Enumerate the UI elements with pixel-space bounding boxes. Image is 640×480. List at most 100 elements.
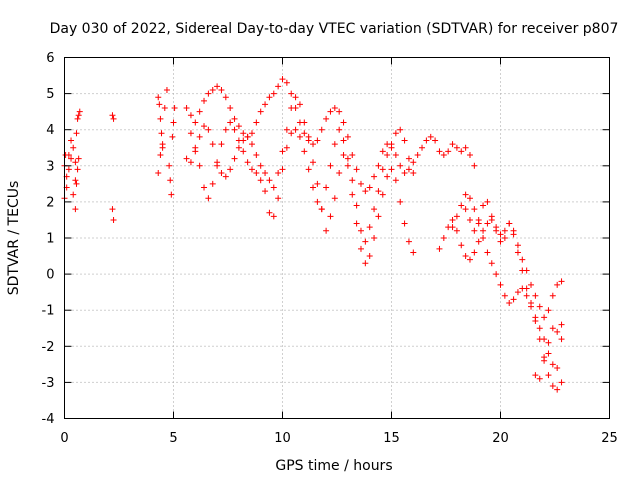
series-s10	[187, 119, 417, 267]
data-point	[401, 137, 408, 144]
x-tick-label: 5	[169, 431, 177, 446]
data-point	[484, 220, 491, 227]
data-point	[388, 166, 395, 173]
data-point	[262, 170, 269, 177]
data-point	[201, 184, 208, 191]
data-point	[493, 271, 500, 278]
data-point	[231, 126, 238, 133]
data-point	[458, 242, 465, 249]
data-point	[436, 148, 443, 155]
data-point	[558, 336, 565, 343]
series-s3	[72, 155, 82, 213]
data-point	[288, 90, 295, 97]
data-point	[187, 112, 194, 119]
data-point	[488, 213, 495, 220]
data-point	[76, 108, 83, 115]
data-point	[506, 299, 513, 306]
data-point	[466, 195, 473, 202]
data-point	[480, 227, 487, 234]
data-point	[327, 108, 334, 115]
data-point	[244, 133, 251, 140]
data-point	[301, 148, 308, 155]
data-point	[436, 245, 443, 252]
data-point	[244, 159, 251, 166]
data-point	[462, 253, 469, 260]
data-point	[554, 281, 561, 288]
axis-ticks	[64, 57, 610, 419]
data-point	[73, 180, 80, 187]
data-point	[167, 177, 174, 184]
data-point	[270, 184, 277, 191]
data-point	[336, 126, 343, 133]
data-point	[336, 108, 343, 115]
data-point	[366, 253, 373, 260]
data-point	[283, 126, 290, 133]
series-s4	[109, 112, 117, 223]
data-point	[283, 144, 290, 151]
data-point	[218, 170, 225, 177]
data-point	[73, 130, 80, 137]
series-s14	[532, 321, 565, 382]
data-point	[366, 184, 373, 191]
data-point	[257, 162, 264, 169]
data-point	[155, 94, 162, 101]
y-tick-label: -1	[42, 304, 55, 319]
data-point	[344, 162, 351, 169]
data-point	[349, 191, 356, 198]
data-point	[558, 321, 565, 328]
y-tick-labels: -4 -3 -2 -1 0 1 2 3 4 5 6	[42, 51, 55, 427]
data-point	[192, 119, 199, 126]
data-point	[357, 245, 364, 252]
data-point	[187, 159, 194, 166]
data-point	[432, 137, 439, 144]
data-point	[240, 148, 247, 155]
data-point	[257, 108, 264, 115]
data-point	[532, 372, 539, 379]
data-point	[510, 227, 517, 234]
data-point	[466, 216, 473, 223]
data-point	[532, 318, 539, 325]
data-point	[440, 235, 447, 241]
data-point	[449, 141, 456, 148]
data-point	[310, 184, 317, 191]
data-point	[72, 206, 79, 213]
series-s8	[183, 76, 478, 195]
data-point	[248, 166, 255, 173]
data-point	[296, 133, 303, 140]
data-point	[275, 83, 282, 90]
data-point	[397, 162, 404, 169]
data-point	[419, 144, 426, 151]
data-point	[545, 339, 552, 346]
data-point	[222, 126, 229, 133]
data-point	[68, 137, 75, 144]
data-point	[70, 144, 77, 151]
series-s12	[449, 191, 565, 393]
data-point	[554, 364, 561, 371]
series-s13	[462, 198, 565, 321]
data-point	[270, 213, 277, 220]
data-point	[205, 195, 212, 202]
data-point	[497, 231, 504, 238]
data-points	[61, 76, 565, 393]
data-point	[371, 173, 378, 180]
data-point	[541, 357, 548, 364]
data-point	[388, 141, 395, 148]
data-point	[283, 79, 290, 86]
data-point	[475, 216, 482, 223]
y-tick-label: -3	[42, 376, 55, 391]
data-point	[240, 130, 247, 137]
data-point	[157, 151, 164, 158]
y-tick-label: 1	[46, 232, 54, 247]
data-point	[375, 188, 382, 195]
data-point	[375, 213, 382, 220]
data-point	[196, 133, 203, 140]
data-point	[314, 198, 321, 205]
data-point	[480, 235, 487, 241]
data-point	[288, 105, 295, 112]
data-point	[205, 90, 212, 97]
data-point	[401, 220, 408, 227]
data-point	[440, 151, 447, 158]
data-point	[453, 213, 460, 220]
data-point	[458, 148, 465, 155]
data-point	[484, 249, 491, 256]
